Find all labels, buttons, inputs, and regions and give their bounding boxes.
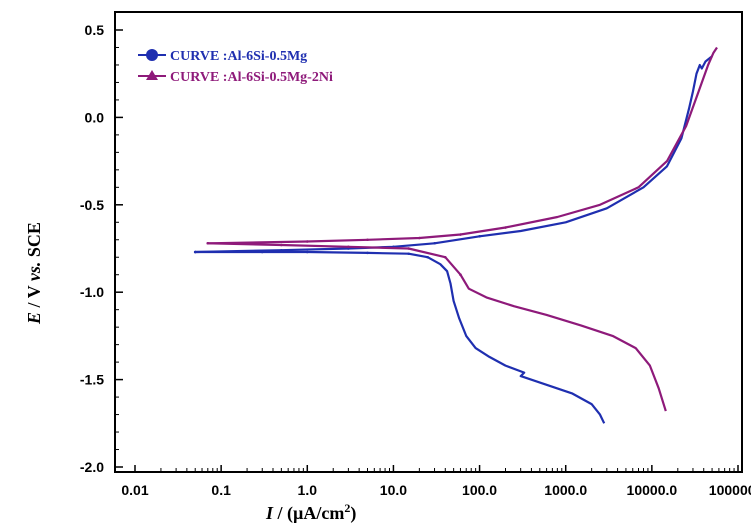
data-point (407, 247, 410, 250)
data-point (418, 236, 421, 240)
legend-label-prefix: CURVE (170, 49, 219, 64)
legend-circle-marker (146, 49, 158, 61)
data-point (305, 250, 309, 254)
chart-series (193, 46, 718, 424)
legend-label: CURVE :Al-6Si-0.5Mg-2Ni (170, 70, 333, 85)
data-point (280, 243, 283, 247)
x-tick-label: 10.0 (380, 482, 407, 498)
data-point (193, 250, 197, 254)
x-tick-label: 1000.0 (544, 482, 587, 498)
series-line-anodic (207, 46, 718, 245)
y-tick-label: 0.5 (85, 22, 105, 38)
data-point (305, 240, 309, 243)
x-axis-title: I / (µA/cm2) (265, 501, 356, 524)
data-point (433, 241, 436, 245)
data-point (366, 238, 369, 242)
x-tick-label: 100.0 (462, 482, 497, 498)
axis-ticks: 0.01 0.1 1.0 10.0 100.0 1000.0 10000.0 100000.0… (80, 22, 751, 498)
legend-label-prefix: CURVE (170, 70, 219, 85)
x-tick-label: 1.0 (298, 482, 318, 498)
x-tick-label: 0.1 (211, 482, 231, 498)
data-point (426, 255, 430, 259)
data-point (347, 245, 350, 249)
y-tick-label: -1.5 (80, 372, 104, 388)
legend-label: CURVE :Al-6Si-0.5Mg (170, 49, 307, 64)
data-point (478, 234, 481, 238)
series-line-cathodic (207, 242, 667, 412)
data-point (459, 273, 462, 277)
y-tick-label: -1.0 (80, 284, 104, 300)
y-tick-label: 0.0 (85, 109, 105, 125)
data-point (407, 252, 410, 256)
data-point (443, 255, 447, 259)
data-point (206, 241, 210, 245)
legend-label-alloy: :Al-6Si-0.5Mg-2Ni (219, 70, 333, 85)
data-point (504, 226, 507, 229)
legend-label-alloy: :Al-6Si-0.5Mg (219, 49, 307, 64)
series-line-anodic (195, 55, 713, 254)
data-point (366, 251, 369, 255)
plot-frame (114, 11, 743, 473)
data-point (280, 248, 283, 252)
x-tick-label: 0.01 (121, 482, 148, 498)
series-line-cathodic (195, 250, 606, 424)
y-axis-title: E / V vs. SCE (24, 222, 44, 325)
data-point (459, 233, 462, 236)
y-tick-label: -2.0 (80, 459, 104, 475)
legend-triangle-marker (146, 70, 158, 80)
y-tick-label: -0.5 (80, 197, 104, 213)
x-tick-label: 10000.0 (627, 482, 678, 498)
